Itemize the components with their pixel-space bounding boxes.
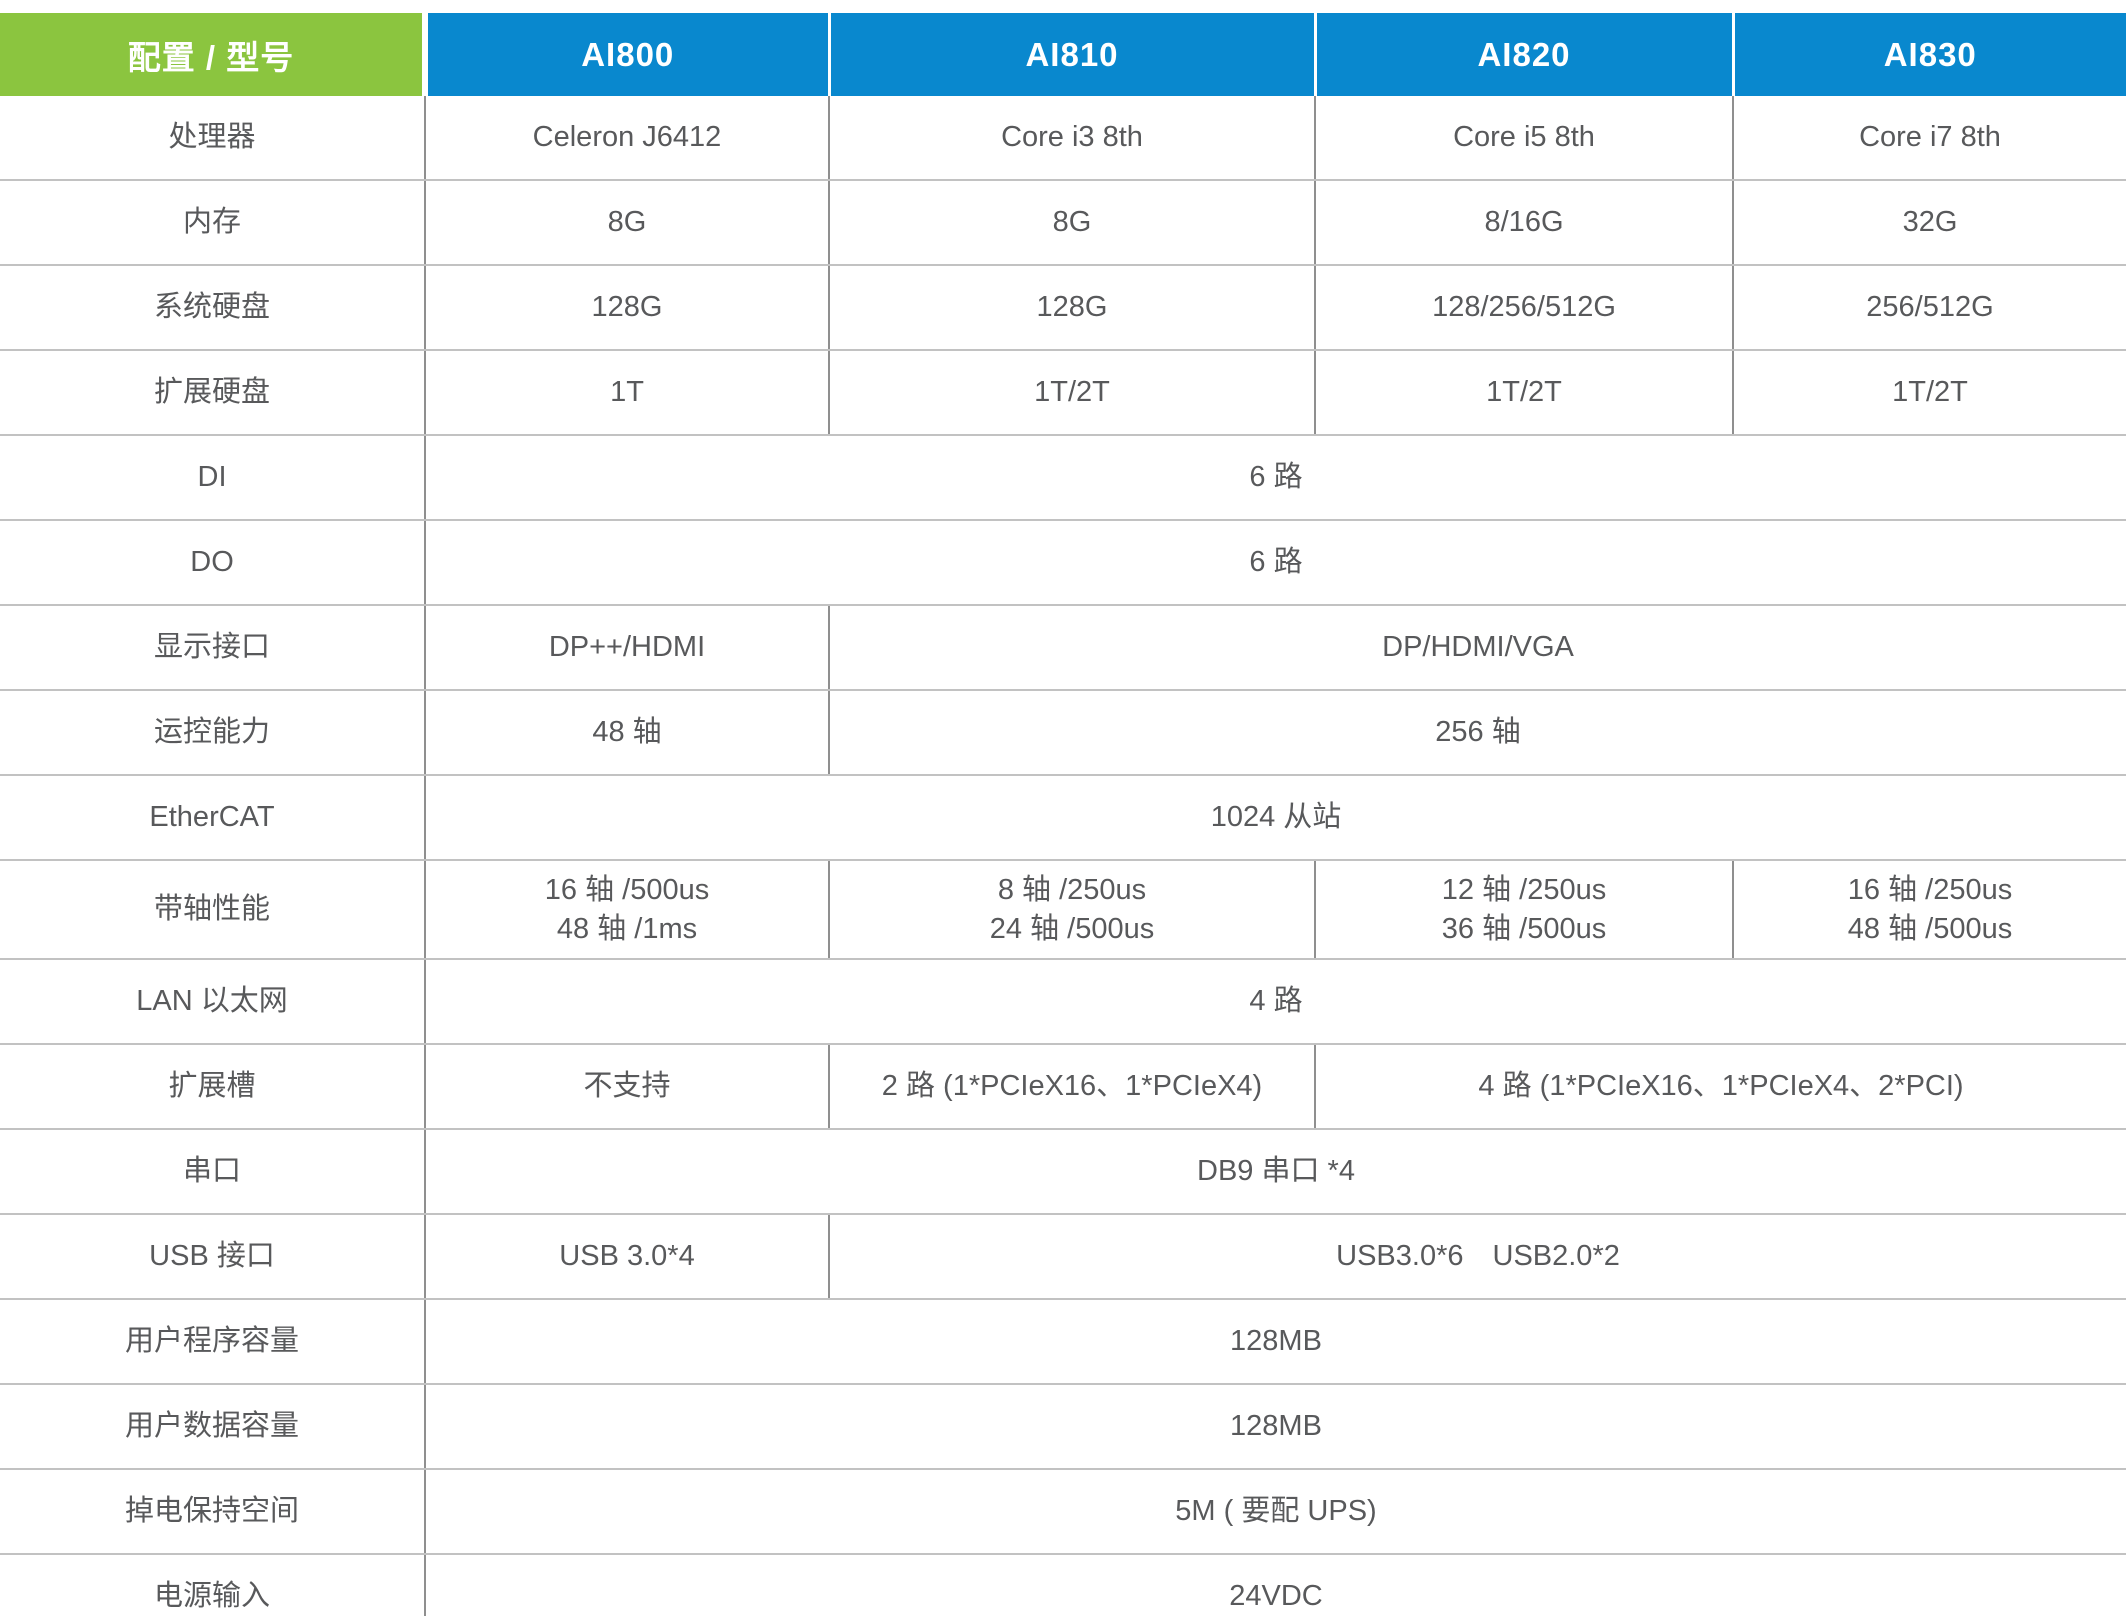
spec-cell: 128G	[829, 265, 1316, 351]
spec-cell: 5M ( 要配 UPS)	[425, 1469, 2126, 1555]
spec-row: 扩展硬盘 1T 1T/2T 1T/2T 1T/2T	[0, 350, 2126, 436]
spec-row-label: 运控能力	[0, 690, 426, 776]
spec-cell: 1T/2T	[1315, 350, 1734, 436]
spec-row-label: 内存	[0, 180, 426, 266]
spec-row: 运控能力 48 轴 256 轴	[0, 690, 2126, 776]
spec-cell: DP/HDMI/VGA	[829, 605, 2126, 691]
spec-row-label: 处理器	[0, 96, 426, 181]
spec-row-label: USB 接口	[0, 1214, 426, 1300]
header-config-label: 配置 / 型号	[0, 13, 428, 96]
spec-cell: 8G	[425, 180, 830, 266]
spec-row-label: 显示接口	[0, 605, 426, 691]
spec-cell: 32G	[1733, 180, 2126, 266]
spec-row: 处理器 Celeron J6412 Core i3 8th Core i5 8th Co…	[0, 96, 2126, 181]
spec-row: 用户程序容量 128MB	[0, 1299, 2126, 1385]
spec-row: 用户数据容量 128MB	[0, 1384, 2126, 1470]
spec-cell: 不支持	[425, 1044, 830, 1130]
spec-cell: 16 轴 /250us 48 轴 /500us	[1733, 860, 2126, 960]
header-row: 配置 / 型号 AI800 AI810 AI820 AI830	[0, 13, 2126, 96]
spec-cell: 4 路 (1*PCIeX16、1*PCIeX4、2*PCI)	[1315, 1044, 2126, 1130]
spec-row-label: 用户程序容量	[0, 1299, 426, 1385]
spec-cell: USB3.0*6 USB2.0*2	[829, 1214, 2126, 1300]
spec-cell: 128MB	[425, 1299, 2126, 1385]
spec-row: 扩展槽 不支持 2 路 (1*PCIeX16、1*PCIeX4) 4 路 (1*PCI…	[0, 1044, 2126, 1130]
spec-cell: 1024 从站	[425, 775, 2126, 861]
spec-cell: 128/256/512G	[1315, 265, 1734, 351]
spec-row-label: 掉电保持空间	[0, 1469, 426, 1555]
spec-cell: 16 轴 /500us 48 轴 /1ms	[425, 860, 830, 960]
spec-cell: 6 路	[425, 435, 2126, 521]
spec-cell: 256 轴	[829, 690, 2126, 776]
spec-cell: 1T	[425, 350, 830, 436]
spec-cell: USB 3.0*4	[425, 1214, 830, 1300]
header-model-ai820: AI820	[1315, 13, 1735, 96]
spec-cell: 8/16G	[1315, 180, 1734, 266]
spec-row-label: 串口	[0, 1129, 426, 1215]
spec-row: 带轴性能 16 轴 /500us 48 轴 /1ms 8 轴 /250us 24 轴…	[0, 860, 2126, 960]
spec-cell: 256/512G	[1733, 265, 2126, 351]
spec-cell: 128G	[425, 265, 830, 351]
spec-row-label: LAN 以太网	[0, 959, 426, 1045]
spec-row-label: 扩展槽	[0, 1044, 426, 1130]
spec-table-body: 处理器 Celeron J6412 Core i3 8th Core i5 8th Co…	[0, 96, 2126, 1616]
spec-row: 系统硬盘 128G 128G 128/256/512G 256/512G	[0, 265, 2126, 351]
spec-cell: DB9 串口 *4	[425, 1129, 2126, 1215]
spec-row-label: DI	[0, 435, 426, 521]
spec-table: 配置 / 型号 AI800 AI810 AI820 AI830 处理器 Celer…	[0, 13, 2126, 1616]
spec-row-label: 电源输入	[0, 1554, 426, 1616]
spec-row: 掉电保持空间 5M ( 要配 UPS)	[0, 1469, 2126, 1555]
spec-row: LAN 以太网 4 路	[0, 959, 2126, 1045]
spec-cell: 24VDC	[425, 1554, 2126, 1616]
spec-row-label: DO	[0, 520, 426, 606]
spec-cell: 2 路 (1*PCIeX16、1*PCIeX4)	[829, 1044, 1316, 1130]
spec-row: 串口 DB9 串口 *4	[0, 1129, 2126, 1215]
spec-row: DI 6 路	[0, 435, 2126, 521]
spec-table-header: 配置 / 型号 AI800 AI810 AI820 AI830	[0, 13, 2126, 96]
spec-cell: Core i5 8th	[1315, 96, 1734, 181]
spec-cell: Core i3 8th	[829, 96, 1316, 181]
spec-cell: 48 轴	[425, 690, 830, 776]
spec-row: 内存 8G 8G 8/16G 32G	[0, 180, 2126, 266]
spec-cell: 1T/2T	[1733, 350, 2126, 436]
header-model-ai810: AI810	[829, 13, 1317, 96]
header-model-ai830: AI830	[1733, 13, 2126, 96]
spec-row: USB 接口 USB 3.0*4 USB3.0*6 USB2.0*2	[0, 1214, 2126, 1300]
spec-cell: 12 轴 /250us 36 轴 /500us	[1315, 860, 1734, 960]
spec-cell: Core i7 8th	[1733, 96, 2126, 181]
spec-row-label: EtherCAT	[0, 775, 426, 861]
spec-cell: DP++/HDMI	[425, 605, 830, 691]
spec-cell: 4 路	[425, 959, 2126, 1045]
spec-row: EtherCAT 1024 从站	[0, 775, 2126, 861]
spec-row-label: 用户数据容量	[0, 1384, 426, 1470]
spec-cell: 1T/2T	[829, 350, 1316, 436]
spec-row: 显示接口 DP++/HDMI DP/HDMI/VGA	[0, 605, 2126, 691]
spec-cell: 128MB	[425, 1384, 2126, 1470]
spec-row-label: 系统硬盘	[0, 265, 426, 351]
spec-cell: Celeron J6412	[425, 96, 830, 181]
spec-row: DO 6 路	[0, 520, 2126, 606]
spec-row: 电源输入 24VDC	[0, 1554, 2126, 1616]
header-model-ai800: AI800	[425, 13, 831, 96]
spec-cell: 8G	[829, 180, 1316, 266]
spec-row-label: 带轴性能	[0, 860, 426, 960]
spec-cell: 6 路	[425, 520, 2126, 606]
spec-row-label: 扩展硬盘	[0, 350, 426, 436]
spec-cell: 8 轴 /250us 24 轴 /500us	[829, 860, 1316, 960]
